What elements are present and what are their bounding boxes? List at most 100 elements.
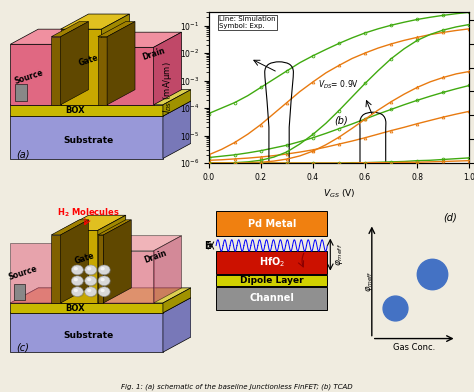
X-axis label: $V_{GS}$ (V): $V_{GS}$ (V) [323, 187, 355, 200]
Circle shape [74, 278, 78, 281]
Text: (c): (c) [16, 343, 29, 353]
Polygon shape [61, 215, 126, 230]
Circle shape [87, 289, 91, 292]
Polygon shape [10, 101, 191, 116]
Polygon shape [10, 313, 163, 352]
Polygon shape [10, 116, 163, 158]
Circle shape [98, 265, 110, 275]
Bar [216, 287, 328, 310]
Polygon shape [51, 22, 89, 37]
Polygon shape [61, 22, 89, 105]
Circle shape [99, 288, 111, 298]
Polygon shape [107, 47, 154, 105]
Text: $V_{DS}$= 0.9V: $V_{DS}$= 0.9V [318, 78, 359, 91]
Polygon shape [10, 298, 191, 313]
Text: Drain: Drain [141, 46, 166, 62]
Polygon shape [10, 29, 85, 44]
Text: (b): (b) [334, 116, 347, 126]
Text: Dipole Layer: Dipole Layer [240, 276, 303, 285]
Circle shape [86, 288, 98, 298]
Circle shape [100, 267, 105, 270]
Text: Fig. 1: (a) schematic of the baseline Junctionless FinFET; (b) TCAD: Fig. 1: (a) schematic of the baseline Ju… [121, 383, 353, 390]
Text: Source: Source [13, 68, 45, 86]
Circle shape [87, 267, 91, 270]
Polygon shape [107, 32, 182, 47]
Circle shape [100, 289, 105, 292]
Text: Source: Source [8, 265, 39, 282]
Text: HfO$_2$: HfO$_2$ [258, 255, 285, 269]
Polygon shape [154, 236, 182, 303]
Text: Substrate: Substrate [64, 136, 114, 145]
Text: E: E [204, 241, 210, 250]
Text: $\varphi_{meff}$: $\varphi_{meff}$ [334, 243, 345, 266]
Polygon shape [98, 215, 126, 303]
Polygon shape [61, 29, 101, 105]
Polygon shape [107, 22, 135, 105]
Text: Gate: Gate [77, 53, 100, 67]
Polygon shape [10, 303, 163, 313]
Bar [216, 275, 328, 286]
Polygon shape [163, 288, 191, 313]
Polygon shape [163, 101, 191, 158]
Point [428, 270, 436, 277]
Polygon shape [57, 29, 85, 105]
Text: Pd Metal: Pd Metal [247, 219, 296, 229]
Polygon shape [10, 288, 85, 303]
Circle shape [85, 265, 97, 275]
Polygon shape [98, 220, 131, 235]
Circle shape [85, 287, 97, 296]
Text: (d): (d) [443, 212, 457, 223]
Circle shape [73, 266, 84, 276]
Polygon shape [10, 243, 57, 303]
Polygon shape [154, 32, 182, 105]
Text: Gas Conc.: Gas Conc. [393, 343, 435, 352]
Polygon shape [103, 220, 131, 303]
Text: Line: Simulation
Symbol: Exp.: Line: Simulation Symbol: Exp. [219, 16, 276, 29]
Circle shape [98, 287, 110, 296]
Circle shape [87, 278, 91, 281]
Point [392, 305, 399, 311]
Circle shape [72, 276, 83, 286]
Circle shape [85, 276, 97, 286]
Circle shape [99, 277, 111, 287]
Circle shape [74, 289, 78, 292]
Text: Gate: Gate [73, 251, 96, 266]
Circle shape [73, 288, 84, 298]
Text: (a): (a) [16, 149, 29, 159]
Text: BOX: BOX [65, 106, 85, 115]
Polygon shape [10, 90, 191, 105]
Circle shape [98, 276, 110, 286]
Polygon shape [61, 220, 89, 303]
Polygon shape [163, 90, 191, 116]
Text: Channel: Channel [249, 294, 294, 303]
Polygon shape [15, 84, 27, 101]
Circle shape [99, 266, 111, 276]
Polygon shape [10, 105, 163, 116]
Circle shape [72, 287, 83, 296]
Polygon shape [51, 37, 61, 105]
Polygon shape [101, 14, 129, 105]
Polygon shape [98, 22, 135, 37]
Circle shape [72, 265, 83, 275]
Polygon shape [51, 220, 89, 235]
Polygon shape [14, 284, 25, 300]
Circle shape [74, 267, 78, 270]
Text: $\varphi_{meff}$: $\varphi_{meff}$ [365, 270, 375, 292]
Text: $\mathbf{H_2}$ Molecules: $\mathbf{H_2}$ Molecules [57, 207, 120, 219]
Polygon shape [51, 235, 61, 303]
Circle shape [100, 278, 105, 281]
Text: Drain: Drain [143, 249, 168, 265]
Circle shape [86, 277, 98, 287]
Bar [216, 251, 328, 274]
Text: Substrate: Substrate [64, 331, 114, 340]
Polygon shape [103, 251, 154, 303]
Polygon shape [163, 298, 191, 352]
Polygon shape [61, 14, 129, 29]
Polygon shape [98, 37, 107, 105]
Circle shape [86, 266, 98, 276]
Polygon shape [10, 44, 57, 105]
Circle shape [73, 277, 84, 287]
Polygon shape [61, 230, 98, 303]
Polygon shape [10, 288, 191, 303]
Polygon shape [98, 235, 103, 303]
